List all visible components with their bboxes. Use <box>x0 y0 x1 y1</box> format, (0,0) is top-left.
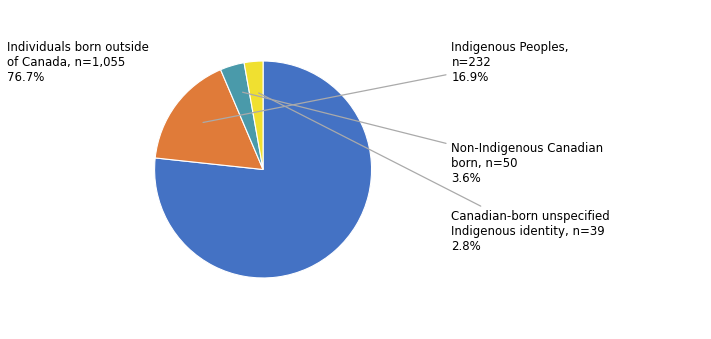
Text: Non-Indigenous Canadian
born, n=50
3.6%: Non-Indigenous Canadian born, n=50 3.6% <box>242 92 604 185</box>
Text: Canadian-born unspecified
Indigenous identity, n=39
2.8%: Canadian-born unspecified Indigenous ide… <box>259 93 610 253</box>
Wedge shape <box>154 61 372 278</box>
Wedge shape <box>244 61 263 170</box>
Text: Indigenous Peoples,
n=232
16.9%: Indigenous Peoples, n=232 16.9% <box>203 41 569 122</box>
Wedge shape <box>220 63 263 170</box>
Wedge shape <box>155 70 263 170</box>
Text: Individuals born outside
of Canada, n=1,055
76.7%: Individuals born outside of Canada, n=1,… <box>7 41 149 84</box>
